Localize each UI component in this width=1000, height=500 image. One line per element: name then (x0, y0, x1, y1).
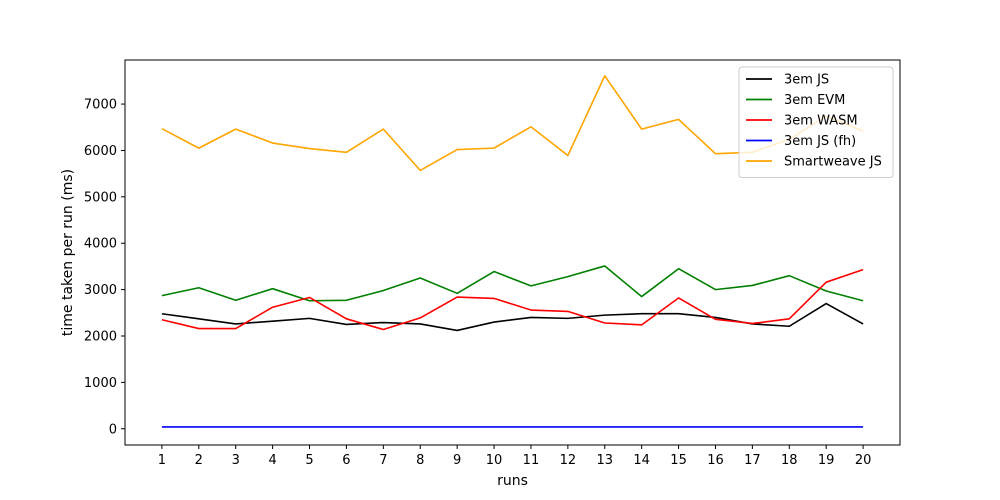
x-tick-label: 10 (486, 453, 503, 468)
legend-label-smartweave-js: Smartweave JS (784, 155, 882, 170)
series-line-3em-js (161, 302, 864, 332)
x-tick-label: 19 (818, 453, 835, 468)
y-tick-label: 2000 (84, 329, 117, 344)
y-tick-label: 7000 (84, 98, 117, 113)
y-tick-label: 3000 (84, 283, 117, 298)
x-tick-label: 16 (707, 453, 724, 468)
x-tick-label: 4 (268, 453, 276, 468)
x-tick-label: 7 (379, 453, 387, 468)
series-line-3em-wasm (161, 268, 864, 331)
legend-label-3em-wasm: 3em WASM (784, 114, 858, 129)
x-tick-label: 17 (744, 453, 761, 468)
x-tick-label: 11 (523, 453, 540, 468)
x-tick-label: 12 (560, 453, 577, 468)
y-tick-label: 6000 (84, 144, 117, 159)
legend-label-3em-js: 3em JS (784, 73, 829, 88)
x-tick-label: 14 (633, 453, 650, 468)
legend: 3em JS 3em EVM 3em WASM 3em JS (fh) Smartwea… (738, 66, 894, 178)
x-axis-label: runs (497, 473, 528, 489)
legend-label-3em-evm: 3em EVM (784, 93, 845, 108)
x-axis: 1 2 3 4 5 6 7 8 9 10 11 12 13 14 15 16 17 18 19 20 (158, 445, 872, 468)
x-tick-label: 3 (232, 453, 240, 468)
x-tick-label: 2 (195, 453, 203, 468)
y-tick-label: 4000 (84, 237, 117, 252)
plot-frame (124, 59, 901, 446)
x-tick-label: 8 (416, 453, 424, 468)
y-axis-label: time taken per run (ms) (60, 169, 76, 336)
x-tick-label: 1 (158, 453, 166, 468)
series-line-3em-evm (161, 265, 864, 302)
y-axis: 0 1000 2000 3000 4000 5000 6000 7000 (84, 98, 125, 437)
x-tick-label: 15 (670, 453, 687, 468)
x-tick-label: 18 (781, 453, 798, 468)
legend-box (738, 66, 894, 178)
y-tick-label: 5000 (84, 190, 117, 205)
y-tick-label: 1000 (84, 376, 117, 391)
x-tick-label: 13 (596, 453, 613, 468)
x-tick-label: 6 (342, 453, 350, 468)
series-layer (161, 74, 864, 428)
legend-label-3em-js-fh: 3em JS (fh) (784, 134, 856, 149)
x-tick-label: 9 (453, 453, 461, 468)
x-tick-label: 20 (855, 453, 872, 468)
x-tick-label: 5 (305, 453, 313, 468)
y-tick-label: 0 (109, 422, 117, 437)
